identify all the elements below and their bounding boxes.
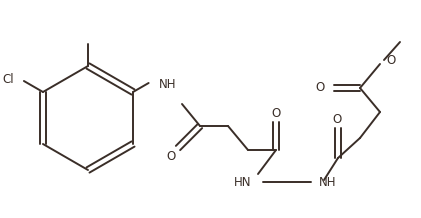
Text: O: O [386,53,395,66]
Text: O: O [166,150,176,164]
Text: O: O [316,80,325,94]
Text: O: O [332,112,341,126]
Text: NH: NH [159,78,176,90]
Text: O: O [272,107,281,119]
Text: NH: NH [319,175,336,189]
Text: Cl: Cl [2,73,14,85]
Text: HN: HN [234,175,251,189]
